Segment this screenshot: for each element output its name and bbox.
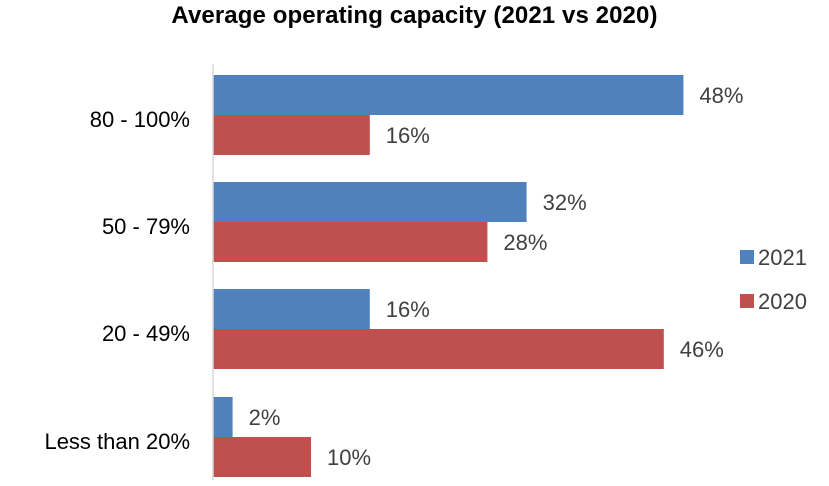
category-label: 50 - 79% xyxy=(102,214,190,239)
data-label: 28% xyxy=(503,230,547,255)
bar-2020-1 xyxy=(213,222,488,262)
data-label: 2% xyxy=(249,405,281,430)
legend-label: 2020 xyxy=(758,289,807,314)
bar-2020-0 xyxy=(213,115,370,155)
data-label: 32% xyxy=(543,190,587,215)
data-label: 10% xyxy=(327,445,371,470)
bar-2021-2 xyxy=(213,289,370,329)
category-label: Less than 20% xyxy=(44,429,190,454)
bar-2021-0 xyxy=(213,75,684,115)
bar-2021-3 xyxy=(213,397,233,437)
bars-group xyxy=(213,75,684,477)
data-label: 46% xyxy=(680,337,724,362)
data-label: 48% xyxy=(699,83,743,108)
legend-swatch-2020 xyxy=(740,294,754,308)
data-label: 16% xyxy=(386,123,430,148)
bar-2020-3 xyxy=(213,437,311,477)
labels-group: 80 - 100% 48% 16% 50 - 79% 32% 28% 20 - 49% 16%… xyxy=(44,83,743,470)
bar-2021-1 xyxy=(213,182,527,222)
legend-swatch-2021 xyxy=(740,250,754,264)
data-label: 16% xyxy=(386,297,430,322)
chart-title: Average operating capacity (2021 vs 2020… xyxy=(171,2,658,29)
legend-label: 2021 xyxy=(758,245,807,270)
category-label: 20 - 49% xyxy=(102,321,190,346)
bar-2020-2 xyxy=(213,329,664,369)
category-label: 80 - 100% xyxy=(90,107,190,132)
legend: 2021 2020 xyxy=(740,245,807,314)
